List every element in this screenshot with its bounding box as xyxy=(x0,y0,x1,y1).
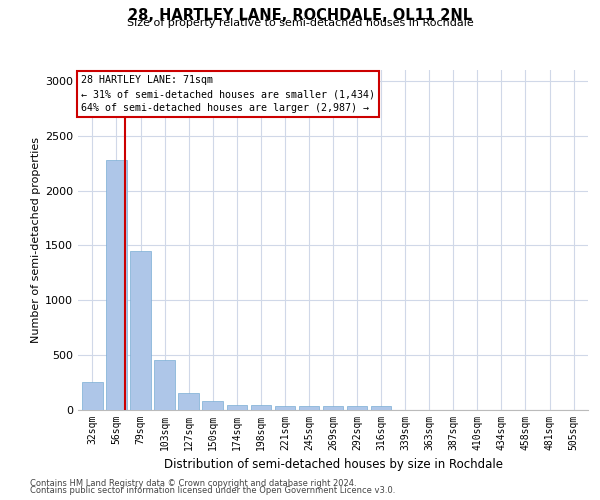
X-axis label: Distribution of semi-detached houses by size in Rochdale: Distribution of semi-detached houses by … xyxy=(163,458,503,471)
Bar xyxy=(347,406,367,410)
Bar xyxy=(178,393,199,410)
Bar xyxy=(202,400,223,410)
Text: Contains HM Land Registry data © Crown copyright and database right 2024.: Contains HM Land Registry data © Crown c… xyxy=(30,478,356,488)
Bar xyxy=(227,404,247,410)
Text: Contains public sector information licensed under the Open Government Licence v3: Contains public sector information licen… xyxy=(30,486,395,495)
Y-axis label: Number of semi-detached properties: Number of semi-detached properties xyxy=(31,137,41,343)
Bar xyxy=(275,406,295,410)
Bar xyxy=(130,251,151,410)
Bar xyxy=(154,360,175,410)
Bar xyxy=(299,406,319,410)
Text: 28 HARTLEY LANE: 71sqm
← 31% of semi-detached houses are smaller (1,434)
64% of : 28 HARTLEY LANE: 71sqm ← 31% of semi-det… xyxy=(80,75,374,113)
Bar xyxy=(371,406,391,410)
Bar xyxy=(106,160,127,410)
Bar xyxy=(82,382,103,410)
Text: 28, HARTLEY LANE, ROCHDALE, OL11 2NL: 28, HARTLEY LANE, ROCHDALE, OL11 2NL xyxy=(128,8,472,22)
Bar xyxy=(323,406,343,410)
Text: Size of property relative to semi-detached houses in Rochdale: Size of property relative to semi-detach… xyxy=(127,18,473,28)
Bar xyxy=(251,405,271,410)
